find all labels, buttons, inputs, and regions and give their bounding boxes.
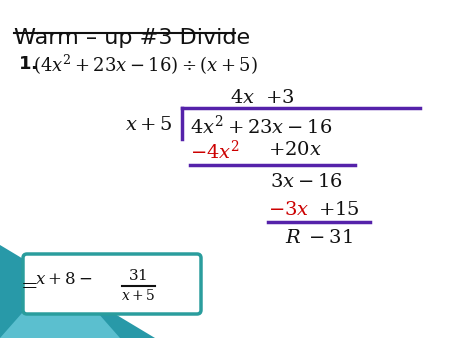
Text: $31$: $31$ <box>128 268 148 283</box>
Polygon shape <box>0 245 155 338</box>
Text: $(4x^2 + 23x - 16) \div (x + 5)$: $(4x^2 + 23x - 16) \div (x + 5)$ <box>33 53 258 77</box>
Text: $3x - 16$: $3x - 16$ <box>270 172 342 191</box>
Polygon shape <box>0 270 120 338</box>
Text: $+15$: $+15$ <box>318 200 360 219</box>
Text: $x + 8 -$: $x + 8 -$ <box>35 270 93 288</box>
Text: Warm – up #3 Divide: Warm – up #3 Divide <box>14 28 250 48</box>
Text: $x+5$: $x+5$ <box>121 288 155 303</box>
FancyBboxPatch shape <box>23 254 201 314</box>
Text: $=$: $=$ <box>17 274 38 294</box>
Text: $4x^2 + 23x - 16$: $4x^2 + 23x - 16$ <box>190 115 332 138</box>
Text: $+20x$: $+20x$ <box>268 140 322 159</box>
Text: $\mathbf{1.}$: $\mathbf{1.}$ <box>18 55 37 73</box>
Text: $4x$: $4x$ <box>230 88 255 107</box>
Text: $R \;-31$: $R \;-31$ <box>285 228 353 247</box>
Text: $-3x$: $-3x$ <box>268 200 310 219</box>
Text: $+ 3$: $+ 3$ <box>265 88 294 107</box>
Text: $-4x^2$: $-4x^2$ <box>190 140 240 163</box>
Text: $x + 5$: $x + 5$ <box>125 115 173 134</box>
